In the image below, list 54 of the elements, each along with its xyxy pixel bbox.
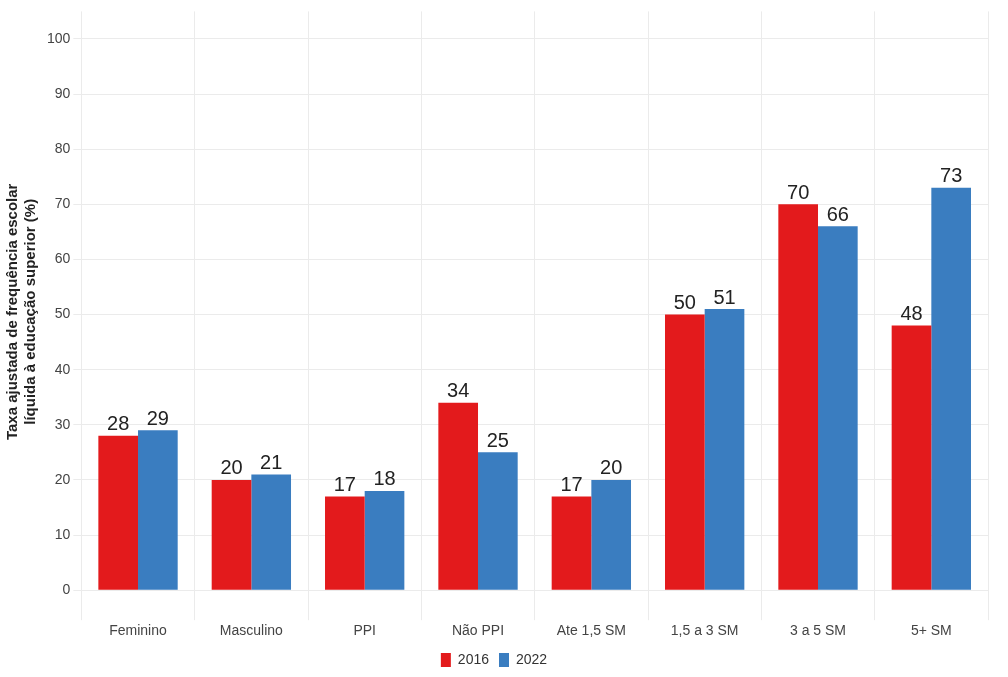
data-label: 50 bbox=[673, 291, 696, 314]
y-tick-label: 10 bbox=[54, 525, 71, 542]
bar bbox=[211, 479, 252, 590]
y-tick-label: 40 bbox=[54, 360, 71, 377]
data-label: 51 bbox=[713, 285, 736, 308]
bar bbox=[931, 187, 971, 590]
data-label: 21 bbox=[260, 450, 283, 473]
y-tick-label: 70 bbox=[54, 195, 71, 212]
data-label: 18 bbox=[373, 467, 396, 490]
bar bbox=[438, 402, 479, 590]
x-tick-label: Feminino bbox=[109, 622, 168, 639]
bar bbox=[478, 452, 518, 590]
y-tick-label: 0 bbox=[62, 581, 71, 598]
data-label: 34 bbox=[447, 379, 470, 402]
bar bbox=[364, 490, 405, 590]
x-tick-label: 1,5 a 3 SM bbox=[670, 622, 739, 639]
bar bbox=[325, 496, 365, 590]
y-tick-label: 20 bbox=[54, 470, 71, 487]
bar bbox=[818, 226, 858, 590]
legend-label: 2016 bbox=[457, 650, 490, 667]
x-tick-label: 5+ SM bbox=[910, 622, 952, 639]
data-label: 29 bbox=[146, 406, 169, 429]
y-tick-label: 80 bbox=[54, 140, 71, 157]
data-label: 70 bbox=[787, 180, 810, 203]
bar bbox=[591, 479, 632, 590]
data-label: 20 bbox=[600, 456, 623, 479]
bar bbox=[551, 496, 592, 590]
bar bbox=[891, 325, 932, 590]
data-label: 20 bbox=[220, 456, 243, 479]
y-axis-title: Taxa ajustada de frequência escolar líquida à educação superior (%) bbox=[3, 183, 39, 441]
bar bbox=[778, 204, 819, 590]
bar bbox=[704, 309, 745, 590]
data-label: 17 bbox=[560, 472, 583, 495]
data-label: 66 bbox=[826, 202, 849, 225]
y-tick-label: 90 bbox=[54, 84, 71, 101]
x-tick-label: Não PPI bbox=[451, 622, 505, 639]
y-tick-label: 30 bbox=[54, 415, 71, 432]
x-tick-label: Masculino bbox=[219, 622, 284, 639]
y-tick-label: 50 bbox=[54, 305, 71, 322]
bar bbox=[138, 430, 178, 590]
x-tick-label: Ate 1,5 SM bbox=[556, 622, 626, 639]
data-label: 17 bbox=[333, 472, 356, 495]
data-label: 25 bbox=[486, 428, 509, 451]
bar bbox=[665, 314, 705, 590]
bar bbox=[251, 474, 292, 590]
y-tick-label: 60 bbox=[54, 250, 71, 267]
data-label: 73 bbox=[940, 164, 963, 187]
x-tick-label: 3 a 5 SM bbox=[789, 622, 847, 639]
y-tick-label: 100 bbox=[47, 29, 71, 46]
bar bbox=[98, 435, 139, 590]
data-label: 48 bbox=[900, 302, 923, 325]
x-tick-label: PPI bbox=[353, 622, 376, 639]
data-label: 28 bbox=[107, 412, 130, 435]
legend-label: 2022 bbox=[516, 650, 548, 667]
